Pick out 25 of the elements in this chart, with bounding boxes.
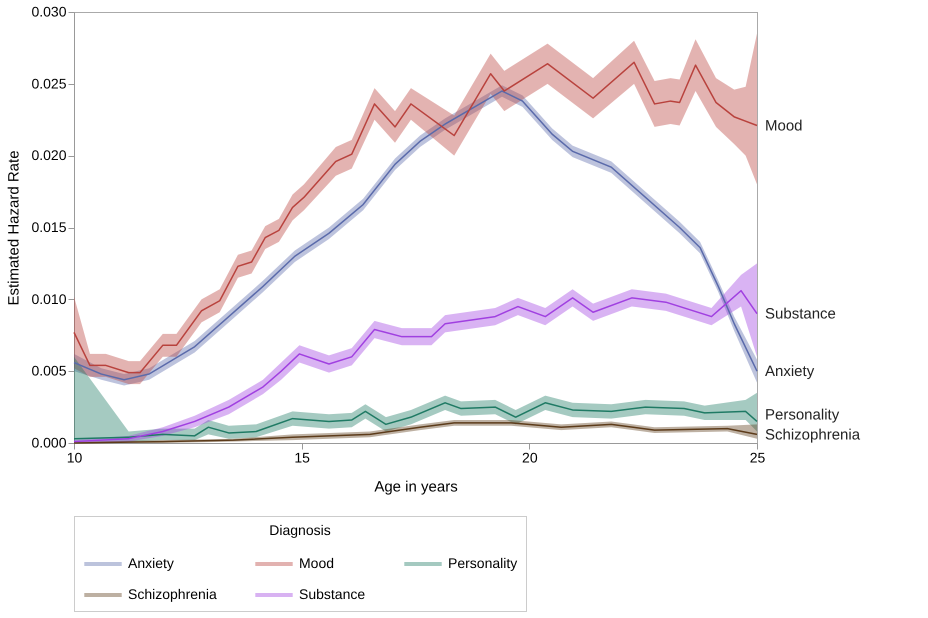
y-tick-label: 0.015 bbox=[31, 219, 67, 235]
x-tick-label: 25 bbox=[750, 450, 766, 466]
y-tick-label: 0.000 bbox=[31, 434, 67, 450]
y-tick-label: 0.010 bbox=[31, 290, 67, 307]
x-tick-label: 10 bbox=[66, 450, 82, 466]
legend-label: Schizophrenia bbox=[128, 586, 217, 602]
y-axis-title: Estimated Hazard Rate bbox=[5, 150, 22, 306]
x-axis-title: Age in years bbox=[374, 478, 458, 496]
legend-label: Mood bbox=[299, 555, 334, 571]
legend-label: Personality bbox=[448, 555, 518, 571]
text: Mood bbox=[765, 117, 803, 134]
y-tick-label: 0.025 bbox=[31, 75, 67, 92]
text: Schizophrenia bbox=[765, 426, 860, 444]
y-tick-label: 0.020 bbox=[31, 147, 67, 164]
legend-title: Diagnosis bbox=[269, 522, 331, 538]
legend-label: Anxiety bbox=[128, 555, 174, 571]
x-tick-label: 20 bbox=[522, 450, 538, 466]
y-tick-label: 0.005 bbox=[31, 362, 67, 379]
text: Anxiety bbox=[765, 363, 814, 380]
text: Personality bbox=[765, 406, 840, 424]
y-tick-label: 0.030 bbox=[31, 4, 67, 20]
text: Substance bbox=[765, 306, 836, 323]
line-series bbox=[73, 402, 758, 440]
x-tick-label: 15 bbox=[294, 450, 310, 466]
legend-label: Substance bbox=[299, 586, 366, 602]
